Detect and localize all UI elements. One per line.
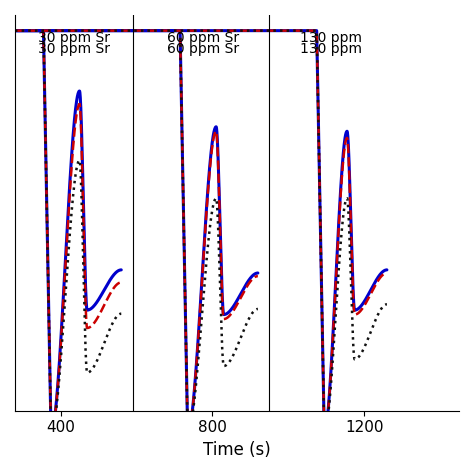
- Text: 130 ppm: 130 ppm: [300, 42, 362, 56]
- X-axis label: Time (s): Time (s): [203, 441, 271, 459]
- Text: 60 ppm Sr: 60 ppm Sr: [167, 31, 239, 45]
- Text: 30 ppm Sr: 30 ppm Sr: [38, 31, 110, 45]
- Text: 130 ppm: 130 ppm: [300, 31, 362, 45]
- Text: 60 ppm Sr: 60 ppm Sr: [167, 42, 239, 56]
- Text: 30 ppm Sr: 30 ppm Sr: [38, 42, 110, 56]
